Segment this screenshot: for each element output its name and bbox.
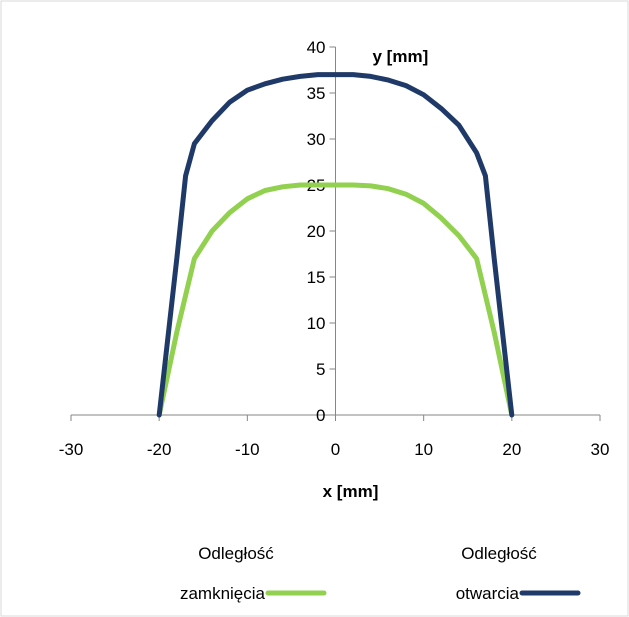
x-tick-label: -10 bbox=[235, 440, 260, 459]
y-tick-label: 40 bbox=[307, 38, 326, 57]
x-tick-label: -20 bbox=[147, 440, 172, 459]
x-tick-label: 20 bbox=[502, 440, 521, 459]
legend: Odległość zamknięcia Odległość otwarcia bbox=[180, 544, 581, 603]
x-tick-label: 30 bbox=[591, 440, 610, 459]
x-ticks: -30 -20 -10 0 10 20 30 bbox=[59, 415, 610, 459]
y-tick-label: 0 bbox=[316, 406, 325, 425]
y-tick-label: 10 bbox=[307, 314, 326, 333]
y-tick-label: 15 bbox=[307, 268, 326, 287]
legend-label-line2: zamknięcia bbox=[180, 584, 266, 603]
y-tick-label: 5 bbox=[316, 360, 325, 379]
series-layer bbox=[156, 72, 515, 418]
x-tick-label: 10 bbox=[414, 440, 433, 459]
legend-label-line2: otwarcia bbox=[456, 584, 520, 603]
x-tick-label: 0 bbox=[331, 440, 340, 459]
legend-label-line1: Odległość bbox=[198, 544, 274, 563]
y-tick-label: 35 bbox=[307, 84, 326, 103]
x-axis-title: x [mm] bbox=[323, 482, 379, 501]
legend-label-line1: Odległość bbox=[461, 544, 537, 563]
series-line-1 bbox=[156, 182, 515, 418]
series-line-2 bbox=[156, 72, 515, 418]
y-tick-label: 30 bbox=[307, 130, 326, 149]
x-tick-label: -30 bbox=[59, 440, 84, 459]
y-tick-label: 20 bbox=[307, 222, 326, 241]
y-axis-title: y [mm] bbox=[373, 47, 429, 66]
